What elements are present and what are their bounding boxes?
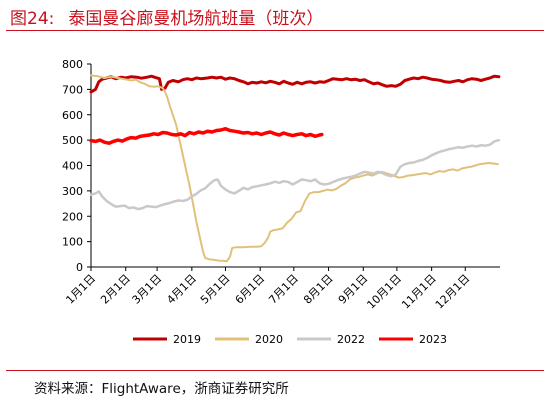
y-tick-label: 600 <box>62 109 83 122</box>
x-tick-label: 7月1日 <box>266 272 301 307</box>
x-tick-label: 1月1日 <box>63 272 98 307</box>
x-tick-label: 10月1日 <box>364 272 404 312</box>
y-tick-label: 700 <box>62 83 83 96</box>
legend-label-2023: 2023 <box>419 333 447 346</box>
x-tick-label: 11月1日 <box>399 272 439 312</box>
source-note: 资料来源：FlightAware，浙商证券研究所 <box>34 381 289 397</box>
x-tick-label: 6月1日 <box>233 272 268 307</box>
title-divider <box>6 30 544 31</box>
y-tick-label: 200 <box>62 210 83 223</box>
x-tick-label: 3月1日 <box>130 272 165 307</box>
y-tick-label: 300 <box>62 185 83 198</box>
x-tick-label: 5月1日 <box>198 272 233 307</box>
source-divider <box>6 370 544 371</box>
figure-title-row: 图24: 泰国曼谷廊曼机场航班量（班次） <box>10 4 323 29</box>
x-tick-label: 8月1日 <box>301 272 336 307</box>
legend-label-2022: 2022 <box>337 333 365 346</box>
x-tick-label: 12月1日 <box>433 272 473 312</box>
chart-series <box>89 74 501 263</box>
chart-title: 泰国曼谷廊曼机场航班量（班次） <box>68 9 324 29</box>
series-line-2023 <box>89 126 324 145</box>
series-line-2022 <box>89 138 501 211</box>
y-tick-label: 400 <box>62 160 83 173</box>
y-tick-label: 500 <box>62 134 83 147</box>
series-line-2020 <box>90 74 499 263</box>
figure-label: 图24: <box>10 9 55 29</box>
y-tick-label: 800 <box>62 58 83 71</box>
x-tick-label: 2月1日 <box>98 272 133 307</box>
chart-legend: 2019 2020 2022 2023 <box>133 333 447 346</box>
legend-label-2020: 2020 <box>255 333 283 346</box>
x-tick-label: 4月1日 <box>164 272 199 307</box>
y-tick-label: 100 <box>62 236 83 249</box>
legend-label-2019: 2019 <box>173 333 201 346</box>
series-line-2019 <box>89 74 501 94</box>
y-tick-label: 0 <box>76 261 83 274</box>
